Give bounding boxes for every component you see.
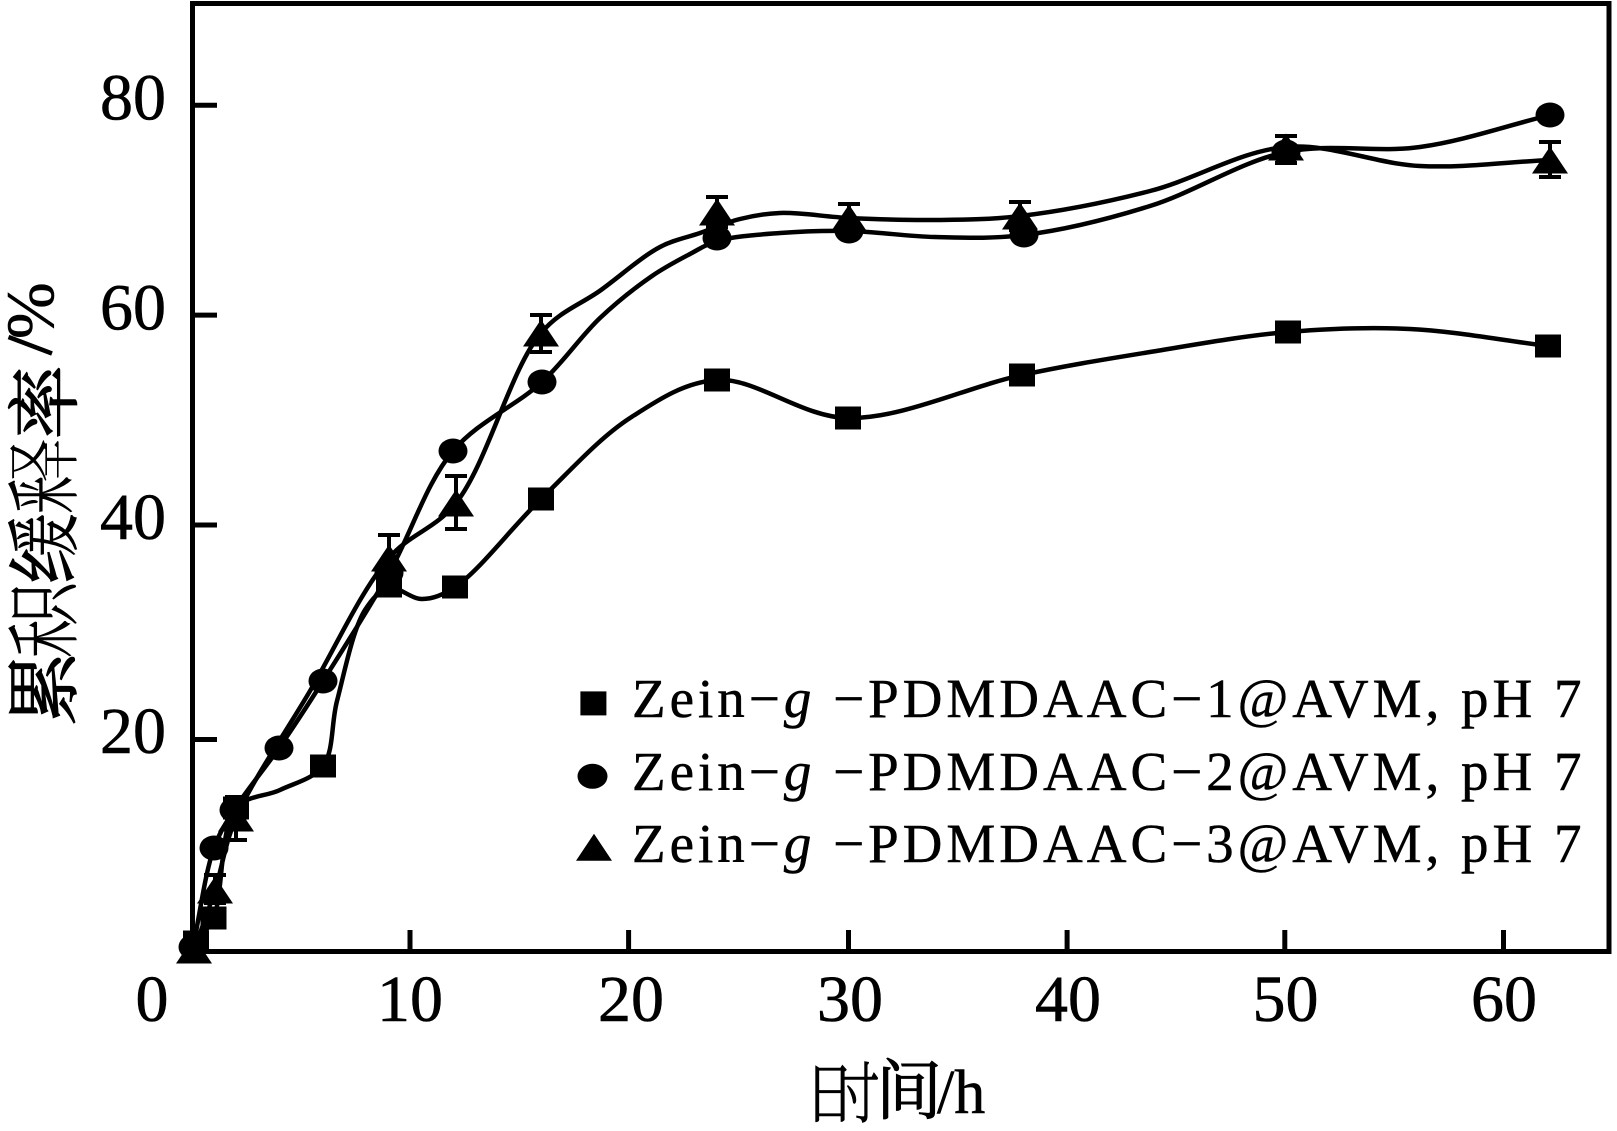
svg-text:20: 20 <box>100 695 166 768</box>
svg-text:0: 0 <box>136 963 169 1036</box>
svg-text:Zein−g −PDMDAAC−1@AVM, pH 7: Zein−g −PDMDAAC−1@AVM, pH 7 <box>632 668 1586 729</box>
svg-text:40: 40 <box>1035 963 1101 1036</box>
svg-text:Zein−g −PDMDAAC−3@AVM, pH 7: Zein−g −PDMDAAC−3@AVM, pH 7 <box>632 813 1586 874</box>
svg-text:%: % <box>0 282 68 339</box>
svg-text:/h: /h <box>937 1059 985 1127</box>
svg-text:Zein−g −PDMDAAC−2@AVM, pH 7: Zein−g −PDMDAAC−2@AVM, pH 7 <box>632 741 1586 802</box>
svg-text:80: 80 <box>100 61 166 134</box>
svg-text:30: 30 <box>817 963 883 1036</box>
svg-text:40: 40 <box>100 481 166 554</box>
svg-text:50: 50 <box>1253 963 1319 1036</box>
svg-text:20: 20 <box>598 963 664 1036</box>
svg-text:60: 60 <box>1471 963 1537 1036</box>
svg-text:60: 60 <box>100 272 166 345</box>
svg-text:10: 10 <box>377 963 443 1036</box>
